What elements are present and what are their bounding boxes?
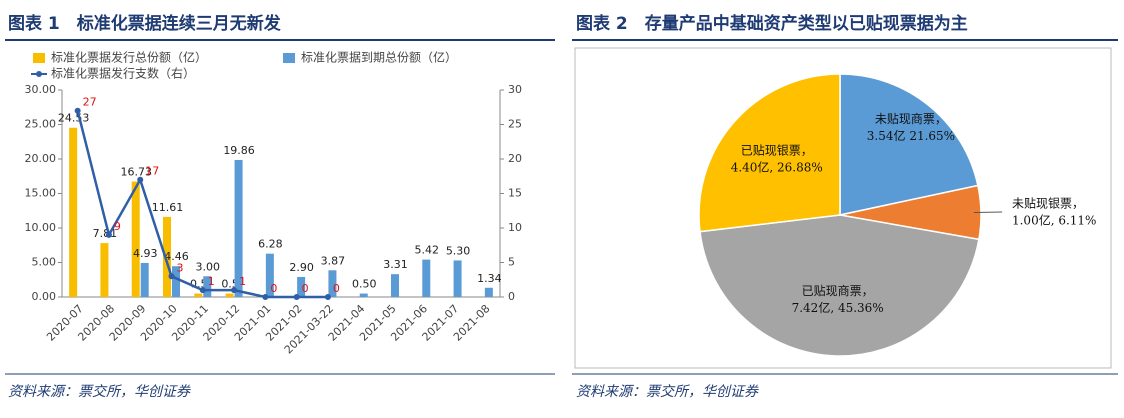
line-point	[137, 176, 144, 183]
data-label: 19.86	[223, 144, 255, 157]
y-tick-label: 0.00	[32, 290, 57, 303]
bar	[422, 259, 431, 297]
data-label: 3.00	[196, 260, 221, 273]
bar	[194, 293, 203, 297]
legend-swatch	[283, 53, 295, 63]
data-label: 6.28	[258, 238, 283, 251]
y-tick-label: 15.00	[25, 187, 57, 200]
data-label: 0.50	[352, 278, 377, 291]
legend-label: 标准化票据发行总份额（亿）	[51, 50, 207, 65]
line-point	[74, 107, 81, 114]
data-label: 11.61	[152, 201, 184, 214]
slice-label: 已贴现银票，	[741, 143, 813, 157]
y-tick-label: 20.00	[25, 152, 57, 165]
data-label: 17	[145, 165, 159, 178]
y2-tick-label: 30	[508, 83, 522, 96]
source: 资料来源：票交所，华创证券	[8, 384, 191, 400]
y2-tick-label: 5	[508, 256, 515, 269]
pie-slice	[699, 214, 980, 357]
y-tick-label: 25.00	[25, 118, 57, 131]
chart-frame	[574, 47, 1112, 369]
line-point	[262, 294, 269, 300]
legend-swatch	[36, 71, 42, 77]
y2-tick-label: 0	[508, 290, 515, 303]
bar	[100, 243, 109, 297]
line-point	[324, 294, 331, 300]
bar	[359, 293, 368, 297]
bar	[234, 159, 243, 297]
data-label: 24.53	[58, 112, 90, 125]
bar	[297, 276, 306, 297]
source: 资料来源：票交所，华创证券	[576, 384, 759, 400]
data-label: 0	[302, 282, 309, 295]
bar	[391, 274, 399, 297]
slice-value: 4.40亿, 26.88%	[731, 159, 823, 174]
bar	[225, 293, 234, 297]
bar	[453, 260, 462, 297]
data-label: 3.31	[383, 258, 408, 271]
legend-swatch	[33, 53, 45, 63]
data-label: 4.46	[164, 250, 189, 263]
bar	[328, 270, 337, 297]
pie-slice	[698, 73, 841, 233]
line-point	[168, 273, 175, 280]
line-point	[293, 294, 300, 300]
line-point	[105, 231, 112, 238]
line-point	[231, 287, 238, 294]
slice-label: 未贴现银票，	[1012, 196, 1084, 210]
leader-line	[973, 211, 1003, 214]
data-label: 2.90	[289, 261, 314, 274]
y2-tick-label: 15	[508, 187, 522, 200]
chart-title: 图表 2 存量产品中基础资产类型以已贴现票据为主	[576, 13, 968, 34]
data-label: 27	[83, 96, 97, 109]
slice-label: 已贴现商票，	[802, 283, 874, 298]
bar	[163, 216, 171, 297]
slice-label: 未贴现商票，	[875, 111, 947, 126]
bar	[265, 253, 274, 297]
data-label: 3.87	[321, 254, 346, 267]
y-tick-label: 5.00	[32, 256, 57, 269]
data-label: 0	[270, 282, 277, 295]
data-label: 1	[208, 275, 215, 288]
data-label: 9	[114, 220, 121, 233]
slice-value: 1.00亿, 6.11%	[1012, 212, 1096, 227]
data-label: 0	[333, 282, 340, 295]
data-label: 1	[239, 275, 246, 288]
bar	[172, 266, 180, 297]
data-label: 5.42	[415, 244, 440, 257]
bar	[69, 127, 78, 297]
legend-label: 标准化票据发行支数（右）	[51, 66, 195, 81]
legend-label: 标准化票据到期总份额（亿）	[301, 50, 457, 65]
data-label: 16.73	[120, 166, 152, 179]
slice-value: 3.54亿 21.65%	[867, 128, 955, 143]
y-tick-label: 30.00	[25, 83, 57, 96]
y2-tick-label: 10	[508, 221, 522, 234]
data-label: 1.34	[477, 272, 502, 285]
bar	[203, 276, 212, 297]
y-tick-label: 10.00	[25, 221, 57, 234]
bar	[140, 262, 149, 297]
y2-tick-label: 25	[508, 118, 522, 131]
data-label: 5.30	[446, 244, 471, 257]
bar	[131, 181, 140, 297]
data-label: 3	[177, 261, 184, 274]
pie-slice	[839, 73, 979, 216]
data-label: 4.93	[133, 247, 158, 260]
slice-value: 7.42亿, 45.36%	[792, 300, 884, 315]
bar	[484, 287, 493, 297]
line-point	[199, 287, 206, 294]
y2-tick-label: 20	[508, 152, 522, 165]
chart-title: 图表 1 标准化票据连续三月无新发	[8, 13, 282, 34]
